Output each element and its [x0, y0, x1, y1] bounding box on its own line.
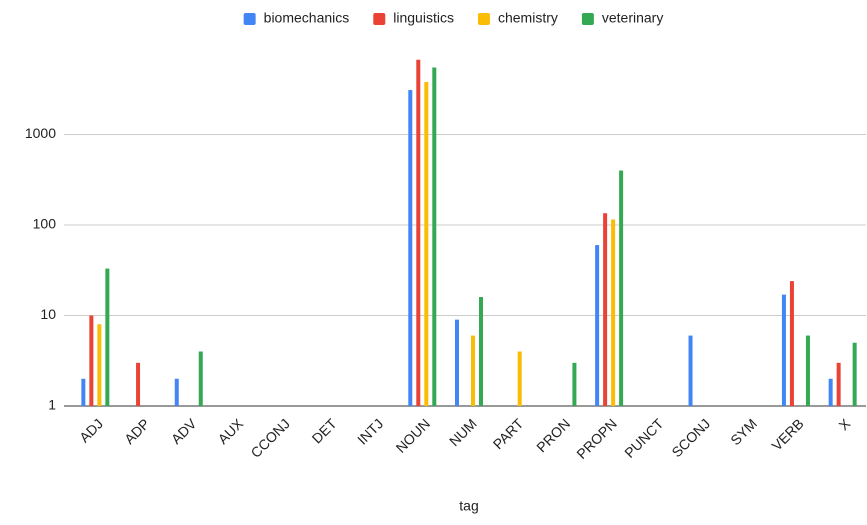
x-tick-label: INTJ — [354, 415, 386, 447]
bar — [828, 378, 833, 406]
x-tick-label: NOUN — [393, 415, 433, 455]
bar — [174, 378, 179, 406]
x-tick-label: CCONJ — [247, 415, 292, 460]
bar — [805, 335, 810, 406]
legend-label: linguistics — [393, 10, 454, 26]
bar — [789, 281, 794, 406]
bar — [611, 219, 616, 406]
bar — [424, 82, 429, 406]
x-tick-label: SYM — [727, 415, 760, 448]
y-tick-label: 1000 — [25, 125, 56, 141]
x-tick-label: PUNCT — [621, 415, 667, 461]
x-tick-label: PROPN — [573, 415, 620, 462]
y-tick-label: 100 — [33, 216, 57, 232]
x-tick-label: PART — [490, 415, 527, 452]
y-tick-label: 1 — [48, 397, 56, 413]
x-tick-label: SCONJ — [668, 415, 713, 460]
legend-label: veterinary — [602, 10, 663, 26]
x-tick-label: ADP — [121, 415, 153, 447]
legend-swatch — [581, 13, 594, 25]
bar — [781, 294, 786, 406]
bar — [89, 315, 94, 406]
x-tick-label: PRON — [533, 415, 573, 455]
x-axis-title: tag — [459, 498, 478, 514]
x-tick-label: ADV — [168, 415, 200, 447]
bar — [688, 335, 693, 406]
legend-label: biomechanics — [264, 10, 350, 26]
bar — [408, 90, 413, 406]
legend-label: chemistry — [498, 10, 558, 26]
bar — [517, 351, 522, 406]
x-tick-label: AUX — [215, 415, 247, 447]
bar — [572, 362, 577, 406]
bar — [836, 362, 841, 406]
bar — [105, 268, 110, 406]
x-tick-label: ADJ — [76, 415, 106, 445]
y-tick-label: 10 — [40, 306, 56, 322]
bar — [619, 170, 624, 406]
bar — [136, 362, 141, 406]
bar — [97, 324, 102, 406]
bar — [479, 297, 483, 406]
bar — [595, 245, 600, 406]
bar — [471, 335, 475, 406]
legend-swatch — [243, 13, 256, 25]
bar — [432, 67, 437, 406]
x-tick-label: NUM — [446, 415, 480, 449]
x-tick-label: DET — [309, 415, 340, 446]
bar — [198, 351, 203, 406]
legend-swatch — [373, 13, 386, 25]
bar — [81, 378, 86, 406]
bar — [852, 342, 857, 406]
legend-swatch — [477, 13, 490, 25]
x-tick-label: X — [835, 415, 853, 433]
bar — [455, 319, 459, 406]
bar — [603, 213, 608, 406]
x-tick-label: VERB — [768, 415, 806, 453]
bar — [416, 59, 421, 406]
